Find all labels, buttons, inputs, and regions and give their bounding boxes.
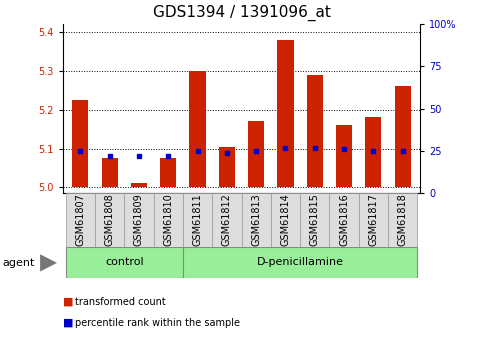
- Bar: [277, 40, 294, 187]
- Bar: [307, 75, 323, 187]
- Bar: [219, 147, 235, 187]
- FancyBboxPatch shape: [183, 247, 417, 278]
- Text: GSM61818: GSM61818: [398, 194, 408, 246]
- Text: transformed count: transformed count: [75, 297, 166, 307]
- Text: GSM61814: GSM61814: [281, 194, 290, 246]
- Bar: [101, 158, 118, 187]
- FancyBboxPatch shape: [359, 193, 388, 247]
- Text: GSM61807: GSM61807: [75, 194, 85, 246]
- FancyBboxPatch shape: [183, 193, 212, 247]
- Title: GDS1394 / 1391096_at: GDS1394 / 1391096_at: [153, 5, 330, 21]
- Text: agent: agent: [2, 258, 35, 268]
- Bar: [248, 121, 264, 187]
- FancyBboxPatch shape: [271, 193, 300, 247]
- FancyBboxPatch shape: [66, 193, 95, 247]
- Bar: [336, 125, 352, 187]
- Text: GSM61815: GSM61815: [310, 194, 320, 246]
- Text: ■: ■: [63, 297, 73, 307]
- Text: GSM61809: GSM61809: [134, 194, 144, 246]
- Bar: [160, 158, 176, 187]
- FancyBboxPatch shape: [329, 193, 359, 247]
- Text: GSM61816: GSM61816: [339, 194, 349, 246]
- FancyBboxPatch shape: [66, 247, 183, 278]
- Bar: [131, 184, 147, 187]
- Text: percentile rank within the sample: percentile rank within the sample: [75, 318, 240, 327]
- Bar: [365, 117, 382, 187]
- Text: GSM61810: GSM61810: [163, 194, 173, 246]
- Text: ■: ■: [63, 318, 73, 327]
- Text: GSM61812: GSM61812: [222, 194, 232, 246]
- Bar: [189, 71, 206, 187]
- Text: GSM61811: GSM61811: [193, 194, 202, 246]
- Text: control: control: [105, 257, 143, 267]
- Bar: [72, 100, 88, 187]
- Text: D-penicillamine: D-penicillamine: [256, 257, 343, 267]
- FancyBboxPatch shape: [124, 193, 154, 247]
- Bar: [395, 86, 411, 187]
- FancyBboxPatch shape: [154, 193, 183, 247]
- Text: GSM61808: GSM61808: [105, 194, 114, 246]
- FancyBboxPatch shape: [95, 193, 124, 247]
- Text: GSM61813: GSM61813: [251, 194, 261, 246]
- Text: GSM61817: GSM61817: [369, 194, 378, 246]
- FancyBboxPatch shape: [212, 193, 242, 247]
- FancyBboxPatch shape: [242, 193, 271, 247]
- FancyBboxPatch shape: [388, 193, 417, 247]
- FancyBboxPatch shape: [300, 193, 329, 247]
